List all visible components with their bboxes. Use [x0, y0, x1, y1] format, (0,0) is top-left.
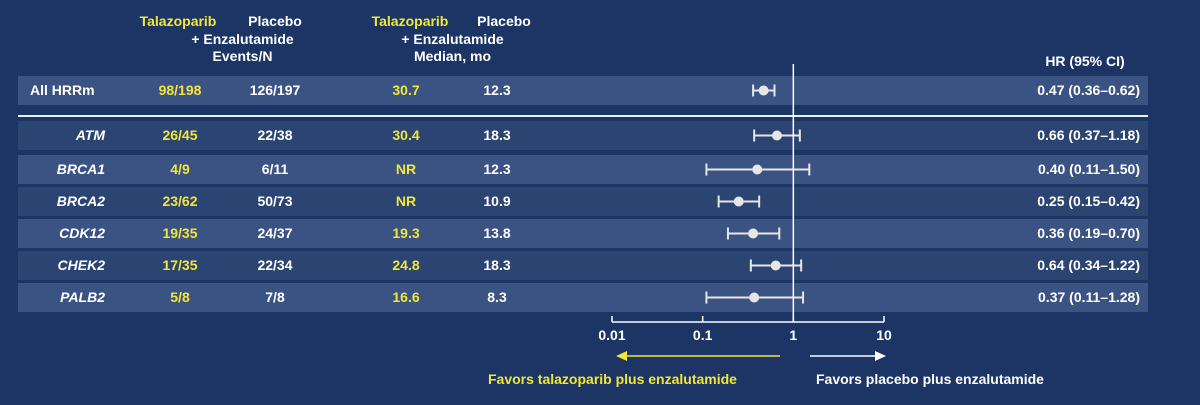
cell-tal-events: 23/62 [162, 193, 198, 209]
table-row [18, 283, 1148, 312]
cell-tal-events: 4/9 [170, 161, 190, 177]
cell-tal-median: 19.3 [392, 225, 420, 241]
favors-right-label: Favors placebo plus enzalutamide [816, 371, 1044, 387]
hr-ci-text: 0.64 (0.34–1.22) [1037, 257, 1140, 273]
header-col1: Talazoparib [120, 13, 236, 30]
header-col2-top: Placebo [248, 13, 302, 29]
cell-pbo-events: 126/197 [249, 82, 301, 98]
cell-tal-median: 30.7 [392, 82, 420, 98]
x-tick-label: 0.01 [598, 327, 626, 343]
table-row [18, 187, 1148, 216]
cell-pbo-median: 13.8 [483, 225, 511, 241]
x-tick-label: 0.1 [692, 327, 713, 343]
cell-pbo-events: 22/38 [257, 127, 293, 143]
header-col3-top: Talazoparib [371, 13, 449, 29]
hr-ci-text: 0.47 (0.36–0.62) [1037, 82, 1140, 98]
hr-header: HR (95% CI) [1045, 53, 1125, 69]
table-row [18, 219, 1148, 248]
cell-tal-events: 17/35 [162, 257, 198, 273]
cell-pbo-median: 18.3 [483, 257, 511, 273]
cell-tal-events: 19/35 [162, 225, 198, 241]
cell-pbo-events: 24/37 [257, 225, 293, 241]
table-row [18, 155, 1148, 184]
header-col4-top: Placebo [477, 13, 531, 29]
header-col1-top: Talazoparib [139, 13, 217, 29]
cell-pbo-events: 6/11 [261, 161, 289, 177]
row-label: All HRRm [30, 82, 95, 98]
x-tick-label: 10 [876, 327, 892, 343]
header-col34-sub-text: + Enzalutamide [401, 31, 504, 47]
cell-pbo-events: 22/34 [257, 257, 293, 273]
row-label: ATM [75, 127, 105, 143]
cell-pbo-events: 7/8 [265, 289, 285, 305]
cell-tal-median: 16.6 [392, 289, 420, 305]
cell-pbo-median: 18.3 [483, 127, 511, 143]
hr-ci-text: 0.66 (0.37–1.18) [1037, 127, 1140, 143]
row-label: PALB2 [60, 289, 105, 305]
table-separator [18, 115, 1148, 117]
hr-ci-text: 0.40 (0.11–1.50) [1038, 161, 1140, 177]
row-label: BRCA1 [56, 161, 105, 177]
table-row [18, 251, 1148, 280]
hr-ci-text: 0.36 (0.19–0.70) [1037, 225, 1140, 241]
header-col12-sub: + Enzalutamide Events/N [155, 31, 330, 65]
cell-tal-median: NR [395, 193, 417, 209]
cell-tal-median: 24.8 [392, 257, 420, 273]
header-col12-sub-text: + Enzalutamide [191, 31, 294, 47]
hr-point [733, 196, 744, 207]
header-col12-metric: Events/N [212, 48, 273, 64]
favors-right-arrow-head [875, 351, 886, 361]
cell-pbo-events: 50/73 [257, 193, 293, 209]
header-col34-metric: Median, mo [413, 48, 491, 64]
cell-pbo-median: 12.3 [483, 82, 511, 98]
favors-left-arrow-head [616, 351, 627, 361]
row-label: CHEK2 [57, 257, 105, 273]
cell-tal-events: 5/8 [170, 289, 190, 305]
hr-point [748, 228, 759, 239]
row-label: CDK12 [59, 225, 105, 241]
cell-tal-events: 98/198 [158, 82, 202, 98]
table-row [18, 76, 1148, 105]
cell-pbo-median: 12.3 [483, 161, 511, 177]
header-col4: Placebo [469, 13, 539, 30]
row-label: BRCA2 [56, 193, 105, 209]
header-col3: Talazoparib [352, 13, 468, 30]
hr-point [752, 164, 763, 175]
cell-pbo-median: 10.9 [483, 193, 511, 209]
hr-point [771, 130, 782, 141]
hr-ci-text: 0.25 (0.15–0.42) [1037, 193, 1140, 209]
cell-tal-events: 26/45 [162, 127, 198, 143]
x-tick-label: 1 [789, 327, 798, 343]
table-row [18, 121, 1148, 150]
cell-tal-median: 30.4 [392, 127, 420, 143]
hr-point [770, 260, 781, 271]
favors-left-label: Favors talazoparib plus enzalutamide [488, 371, 737, 387]
cell-tal-median: NR [395, 161, 417, 177]
header-col34-sub: + Enzalutamide Median, mo [365, 31, 540, 65]
hr-point [758, 85, 769, 96]
header-col2: Placebo [240, 13, 310, 30]
cell-pbo-median: 8.3 [487, 289, 507, 305]
hr-point [749, 292, 760, 303]
hr-ci-text: 0.37 (0.11–1.28) [1038, 289, 1140, 305]
